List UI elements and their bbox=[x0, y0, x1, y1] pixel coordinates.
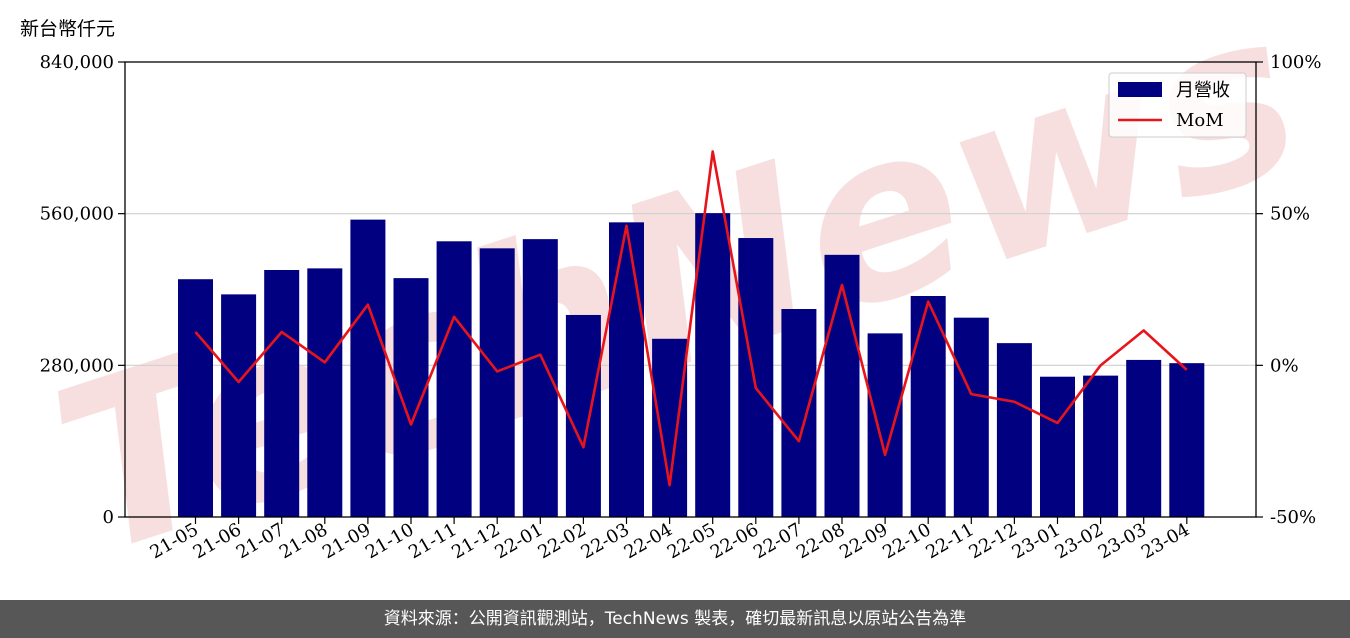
bar-23-02 bbox=[1083, 375, 1119, 517]
bar-22-09 bbox=[867, 333, 903, 517]
plot-frame bbox=[124, 61, 1257, 518]
x-tick-label-22-12: 22-12 bbox=[965, 519, 1020, 563]
bar-21-11 bbox=[436, 241, 472, 517]
left-tick-label: 840,000 bbox=[40, 52, 114, 73]
bar-22-05 bbox=[695, 213, 731, 517]
bar-21-06 bbox=[221, 294, 257, 517]
bar-22-08 bbox=[824, 254, 860, 518]
source-footer: 資料來源：公開資訊觀測站，TechNews 製表，確切最新訊息以原站公告為準 bbox=[0, 600, 1350, 638]
bar-23-03 bbox=[1126, 359, 1162, 517]
legend: 月營收 MoM bbox=[1108, 72, 1247, 138]
bar-22-10 bbox=[910, 296, 946, 517]
x-tick-label-21-12: 21-12 bbox=[448, 519, 503, 563]
legend-swatch-bar bbox=[1118, 82, 1162, 97]
x-tick-label-23-04: 23-04 bbox=[1138, 519, 1193, 563]
bar-21-10 bbox=[393, 278, 429, 517]
x-tick-label-22-03: 22-03 bbox=[578, 519, 633, 563]
mom-series-line bbox=[194, 150, 1188, 487]
x-tick-label-22-11: 22-11 bbox=[922, 519, 977, 563]
right-tick-label: -50% bbox=[1270, 507, 1316, 528]
left-tick-label: 0 bbox=[103, 507, 114, 528]
x-tick-label-22-08: 22-08 bbox=[793, 519, 848, 563]
bar-21-07 bbox=[264, 270, 300, 517]
right-tick-label: 0% bbox=[1270, 355, 1299, 376]
legend-label-mom: MoM bbox=[1176, 110, 1224, 131]
bar-23-01 bbox=[1040, 376, 1075, 517]
bar-22-04 bbox=[652, 338, 688, 517]
x-tick-label-22-05: 22-05 bbox=[664, 519, 719, 563]
x-tick-label-22-09: 22-09 bbox=[836, 519, 891, 563]
bar-22-11 bbox=[953, 317, 989, 517]
x-tick-label-23-02: 23-02 bbox=[1052, 519, 1107, 563]
bar-22-06 bbox=[738, 238, 774, 517]
right-tick-label: 50% bbox=[1270, 204, 1310, 225]
x-tick-label-23-01: 23-01 bbox=[1009, 519, 1064, 563]
bar-21-05 bbox=[178, 279, 213, 517]
x-tick-label-22-10: 22-10 bbox=[879, 519, 934, 563]
x-tick-label-21-10: 21-10 bbox=[362, 519, 417, 563]
y-axis-unit-label: 新台幣仟元 bbox=[20, 18, 116, 40]
bar-21-12 bbox=[479, 248, 515, 518]
x-tick-label-22-04: 22-04 bbox=[621, 519, 676, 563]
x-tick-label-22-06: 22-06 bbox=[707, 519, 762, 563]
bar-22-03 bbox=[609, 222, 644, 518]
left-tick-label: 560,000 bbox=[40, 204, 114, 225]
mom-line bbox=[194, 150, 1188, 487]
revenue-bars bbox=[178, 213, 1205, 518]
bar-23-04 bbox=[1169, 363, 1205, 517]
x-tick-label-22-07: 22-07 bbox=[750, 519, 805, 563]
bar-22-12 bbox=[996, 343, 1032, 517]
x-tick-label-23-03: 23-03 bbox=[1095, 519, 1150, 563]
legend-label-revenue: 月營收 bbox=[1176, 80, 1230, 101]
left-tick-label: 280,000 bbox=[40, 355, 114, 376]
bar-21-08 bbox=[307, 268, 343, 517]
bar-22-02 bbox=[565, 314, 601, 517]
bar-21-09 bbox=[350, 219, 386, 517]
x-tick-label-22-02: 22-02 bbox=[534, 519, 589, 563]
x-tick-label-21-11: 21-11 bbox=[405, 519, 460, 563]
right-tick-label: 100% bbox=[1270, 52, 1321, 73]
bar-22-07 bbox=[781, 309, 817, 517]
revenue-chart: TechNews 0280,000560,000840,000-50%0%50%… bbox=[28, 0, 1329, 600]
x-tick-label-22-01: 22-01 bbox=[491, 519, 546, 563]
